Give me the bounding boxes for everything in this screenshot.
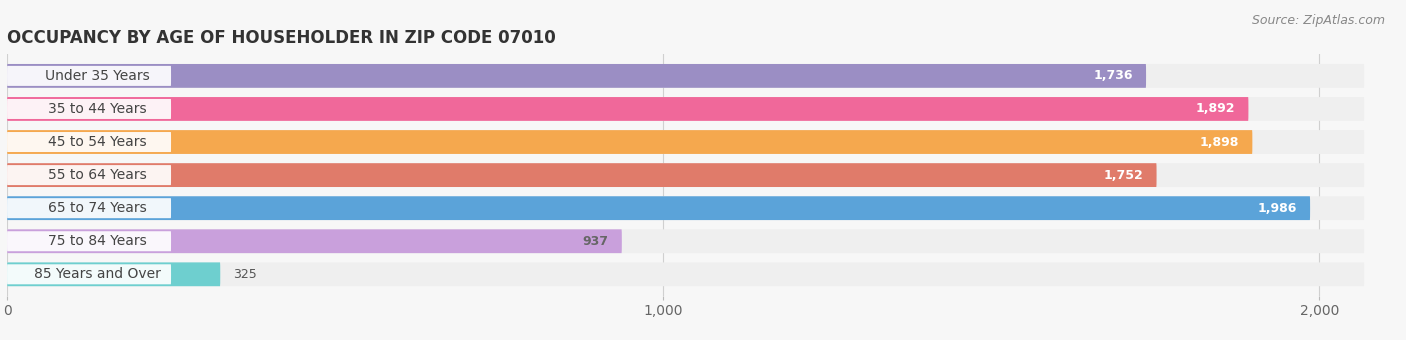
FancyBboxPatch shape (7, 230, 621, 253)
FancyBboxPatch shape (7, 262, 221, 286)
Text: 1,986: 1,986 (1257, 202, 1296, 215)
Text: OCCUPANCY BY AGE OF HOUSEHOLDER IN ZIP CODE 07010: OCCUPANCY BY AGE OF HOUSEHOLDER IN ZIP C… (7, 29, 555, 47)
FancyBboxPatch shape (7, 163, 1157, 187)
FancyBboxPatch shape (7, 130, 1253, 154)
FancyBboxPatch shape (7, 230, 1364, 253)
Text: 75 to 84 Years: 75 to 84 Years (48, 234, 146, 248)
FancyBboxPatch shape (7, 64, 1146, 88)
FancyBboxPatch shape (7, 97, 1364, 121)
Text: 1,892: 1,892 (1197, 102, 1236, 116)
FancyBboxPatch shape (7, 132, 172, 152)
FancyBboxPatch shape (7, 163, 1364, 187)
Text: 65 to 74 Years: 65 to 74 Years (48, 201, 146, 215)
Text: 55 to 64 Years: 55 to 64 Years (48, 168, 146, 182)
FancyBboxPatch shape (7, 97, 1249, 121)
Text: 85 Years and Over: 85 Years and Over (34, 267, 160, 281)
FancyBboxPatch shape (7, 264, 172, 284)
Text: 1,752: 1,752 (1104, 169, 1143, 182)
Text: 937: 937 (582, 235, 609, 248)
Text: 325: 325 (233, 268, 257, 281)
Text: Under 35 Years: Under 35 Years (45, 69, 149, 83)
FancyBboxPatch shape (7, 165, 172, 185)
Text: 45 to 54 Years: 45 to 54 Years (48, 135, 146, 149)
FancyBboxPatch shape (7, 196, 1364, 220)
FancyBboxPatch shape (7, 64, 1364, 88)
Text: 1,736: 1,736 (1094, 69, 1133, 82)
Text: 35 to 44 Years: 35 to 44 Years (48, 102, 146, 116)
FancyBboxPatch shape (7, 196, 1310, 220)
Text: Source: ZipAtlas.com: Source: ZipAtlas.com (1251, 14, 1385, 27)
FancyBboxPatch shape (7, 66, 172, 86)
FancyBboxPatch shape (7, 99, 172, 119)
FancyBboxPatch shape (7, 262, 1364, 286)
FancyBboxPatch shape (7, 231, 172, 251)
FancyBboxPatch shape (7, 198, 172, 218)
FancyBboxPatch shape (7, 130, 1364, 154)
Text: 1,898: 1,898 (1199, 136, 1239, 149)
